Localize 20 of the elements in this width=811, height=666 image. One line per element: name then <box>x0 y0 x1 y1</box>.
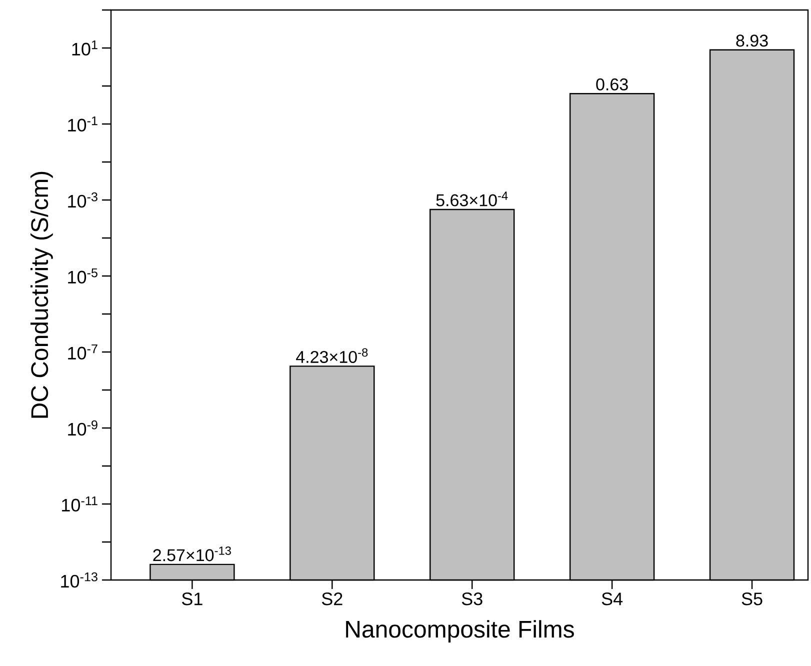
x-tick-label: S2 <box>322 592 342 606</box>
x-tick-label: S3 <box>462 592 482 606</box>
y-axis-title: DC Conductivity (S/cm) <box>30 172 53 418</box>
x-tick-label: S1 <box>182 592 202 606</box>
x-axis-title: Nanocomposite Films <box>346 620 574 643</box>
data-label: 5.63×10$^{-4}$ <box>436 192 508 206</box>
y-tick-label: 10$^{-7}$ <box>68 344 98 360</box>
y-tick-label: 10$^{-1}$ <box>68 116 98 132</box>
y-tick-label: 10$^{-11}$ <box>62 496 98 512</box>
y-tick-label: 10$^{-5}$ <box>68 268 98 284</box>
y-tick-label: 10$^{-13}$ <box>61 572 98 588</box>
y-tick-label: 10$^{-3}$ <box>68 192 98 208</box>
x-tick-label: S5 <box>742 592 762 606</box>
y-tick-label: 10$^{-9}$ <box>68 420 98 436</box>
y-tick-label: 10$^{1}$ <box>72 40 98 56</box>
data-label: 8.93 <box>736 34 768 47</box>
x-tick-label: S4 <box>602 592 623 606</box>
data-label: 2.57×10$^{-13}$ <box>153 546 231 562</box>
data-label: 0.63 <box>596 78 628 90</box>
data-label: 4.23×10$^{-8}$ <box>296 348 368 363</box>
